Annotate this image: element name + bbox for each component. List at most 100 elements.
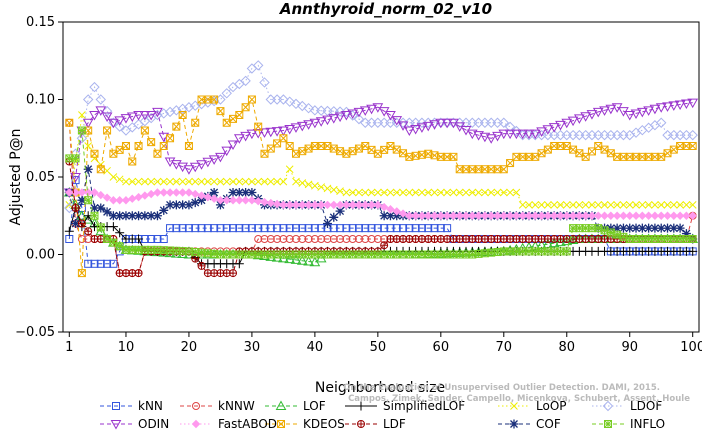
data-point [108,222,118,232]
data-point [246,129,258,140]
data-point [209,194,219,203]
data-point [216,224,225,233]
data-point [391,116,403,126]
data-point [606,201,615,209]
data-point [203,224,212,233]
data-point [228,196,238,205]
data-point [296,121,308,132]
data-point [196,248,207,259]
data-point [310,200,320,210]
data-point [285,224,294,233]
data-point [134,192,143,202]
data-point [687,129,698,141]
data-point [310,224,319,233]
data-point [632,201,640,209]
data-point [147,138,156,147]
data-point [240,75,251,87]
data-point [191,224,200,233]
legend-item-ldof: LDOF [592,399,662,413]
series-kdeos [65,95,697,278]
data-point [657,201,666,209]
legend-label: SimplifiedLOF [383,399,465,413]
data-point [386,188,395,197]
data-point [367,224,376,233]
legend-marker [509,419,519,429]
data-point [688,235,697,243]
data-point [411,224,420,233]
data-point [619,211,628,220]
x-tick-label: 20 [181,340,198,355]
data-point [411,188,420,197]
data-point [77,219,86,228]
data-point [84,227,93,236]
legend-label: ODIN [138,417,169,431]
x-tick-label: 50 [370,340,387,355]
data-point [291,200,301,210]
data-point [191,118,200,127]
data-point [348,235,357,243]
data-point [103,126,112,135]
data-point [619,201,628,209]
data-point [347,109,359,119]
data-point [361,200,370,210]
data-point [466,129,478,140]
data-point [688,201,697,209]
data-point [674,100,686,110]
data-point [84,259,93,268]
data-point [385,211,395,221]
data-point [561,118,573,129]
data-point [197,261,206,270]
data-point [511,125,522,137]
data-point [353,107,365,118]
data-point [467,117,478,128]
data-point [266,177,275,186]
legend-item-lof: LOF [265,399,326,413]
y-tick-label: 0.00 [26,248,55,263]
data-point [429,120,440,130]
data-point [493,188,502,197]
data-point [183,102,195,113]
data-point [348,224,357,233]
data-point [586,110,598,120]
series-loop [65,111,697,209]
data-point [304,224,313,233]
y-tick-label: 0.05 [26,170,55,185]
series-markers-kdeos [65,95,697,278]
data-point [134,177,143,186]
data-point [485,134,497,144]
data-point [373,224,382,233]
data-point [329,235,338,243]
data-point [70,173,81,183]
data-point [266,235,275,243]
data-point [581,201,590,209]
x-tick-label: 10 [118,340,135,355]
data-point [636,107,648,118]
data-point [317,224,326,233]
data-point [657,211,666,220]
data-point [260,224,269,233]
data-point [89,111,100,121]
data-point [64,226,74,236]
data-point [235,224,244,233]
data-point [172,224,181,233]
data-point [342,188,351,197]
data-point [612,211,622,220]
data-point [279,177,288,186]
data-point [185,177,193,186]
data-point [285,142,294,150]
data-point [279,224,288,233]
data-point [178,200,188,210]
data-point [322,115,333,126]
data-point [89,203,99,213]
data-point [77,269,86,278]
data-point [424,211,433,220]
data-point [114,116,126,126]
data-point [83,164,93,174]
legend-item-kdeos: KDEOS [265,417,345,431]
data-point [405,224,414,233]
data-point [222,224,231,233]
data-point [479,132,491,143]
data-point [178,111,187,119]
series-markers-odin [63,98,699,199]
data-point [416,123,428,133]
